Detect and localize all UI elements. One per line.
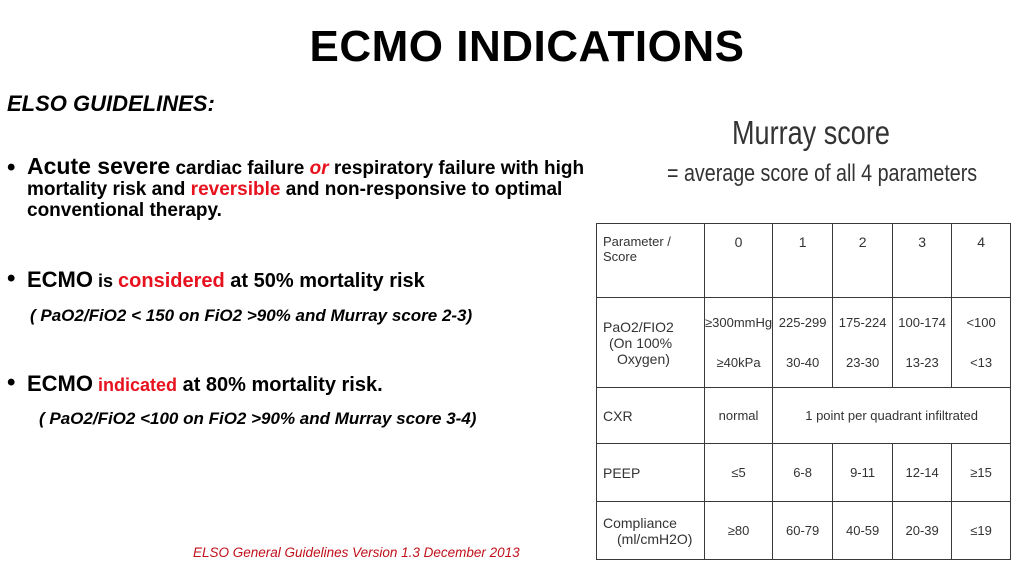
cell-value: ≥40kPa: [716, 354, 761, 370]
table-cell: 20-39: [892, 501, 953, 560]
table-cell: 40-59: [832, 501, 894, 560]
bullet-text: ECMO: [27, 371, 93, 396]
table-header-cell: 3: [892, 223, 953, 298]
row-label-line: (ml/cmH2O): [617, 530, 693, 547]
bullet-emphasis: indicated: [93, 375, 178, 395]
table-cell: 9-11: [832, 443, 894, 502]
bullet-emphasis: reversible: [190, 179, 281, 200]
bullet-subnote: ( PaO2/FiO2 < 150 on FiO2 >90% and Murra…: [30, 306, 473, 325]
cell-value: 100-174: [898, 314, 946, 330]
bullet-item: • ECMO indicated at 80% mortality risk.: [7, 371, 592, 397]
cell-value: <100: [966, 314, 996, 330]
bullet-list: • Acute severe cardiac failure or respir…: [7, 153, 592, 429]
bullet-text: and non-responsive to optimal convention…: [27, 179, 563, 221]
table-cell: 12-14: [892, 443, 953, 502]
bullet-text: Acute severe: [27, 153, 171, 179]
row-label-line: (On 100%: [609, 334, 673, 351]
bullet-dot-icon: •: [7, 265, 16, 292]
table-cell: ≤5: [703, 443, 774, 502]
slide-title: ECMO INDICATIONS: [309, 22, 745, 71]
bullet-text: at 50% mortality risk: [224, 270, 425, 292]
bullet-text: at 80% mortality risk.: [177, 374, 383, 396]
table-cell: 225-299 30-40: [772, 297, 834, 388]
bullet-item: • Acute severe cardiac failure or respir…: [7, 153, 592, 222]
citation-footer: ELSO General Guidelines Version 1.3 Dece…: [193, 545, 520, 560]
cell-value: ≥300mmHg: [705, 314, 773, 330]
row-label-line: Oxygen): [617, 350, 670, 367]
table-header-cell: Parameter / Score: [596, 223, 705, 298]
table-row: CXR normal 1 point per quadrant infiltra…: [596, 387, 1012, 444]
bullet-subnote: ( PaO2/FiO2 <100 on FiO2 >90% and Murray…: [39, 409, 477, 428]
cell-value: 30-40: [785, 354, 820, 370]
bullet-text: respiratory failure with high mortality …: [27, 158, 585, 200]
table-cell: 60-79: [772, 501, 834, 560]
row-label-line: Compliance: [603, 514, 677, 531]
table-cell: normal: [703, 387, 774, 444]
row-label-pao2: PaO2/FIO2 (On 100% Oxygen): [596, 297, 705, 388]
murray-score-table: Parameter / Score 0 1 2 3 4 PaO2/FIO2 (O…: [596, 223, 1012, 560]
table-header-cell: 0: [703, 223, 774, 298]
table-cell: 175-224 23-30: [832, 297, 894, 388]
table-cell: 100-174 13-23: [892, 297, 953, 388]
row-label-line: PaO2/FIO2: [603, 318, 674, 335]
cell-value: 23-30: [845, 354, 880, 370]
row-label-compliance: Compliance (ml/cmH2O): [596, 501, 705, 560]
table-cell: ≤19: [951, 501, 1012, 560]
cell-value: 175-224: [838, 314, 887, 330]
table-row: PaO2/FIO2 (On 100% Oxygen) ≥300mmHg ≥40kP…: [596, 297, 1012, 388]
row-label-peep: PEEP: [596, 443, 705, 502]
bullet-dot-icon: •: [7, 369, 16, 396]
bullet-dot-icon: •: [7, 154, 16, 181]
table-cell: ≥80: [703, 501, 774, 560]
table-cell: <100 <13: [951, 297, 1012, 388]
table-header-cell: 2: [832, 223, 894, 298]
table-header-cell: 4: [951, 223, 1012, 298]
table-header-cell: 1: [772, 223, 834, 298]
bullet-text: ECMO: [27, 267, 93, 292]
slide-subtitle: ELSO GUIDELINES:: [7, 91, 215, 116]
bullet-emphasis: considered: [118, 270, 225, 292]
table-row: PEEP ≤5 6-8 9-11 12-14 ≥15: [596, 443, 1012, 502]
table-cell: 6-8: [772, 443, 834, 502]
table-row: Compliance (ml/cmH2O) ≥80 60-79 40-59 20…: [596, 501, 1012, 560]
cell-value: 13-23: [905, 354, 939, 370]
bullet-item: • ECMO is considered at 50% mortality ri…: [7, 267, 592, 293]
cell-value: <13: [970, 354, 993, 370]
row-label-cxr: CXR: [596, 387, 705, 444]
murray-title: Murray score: [732, 114, 890, 151]
bullet-text: cardiac failure: [170, 158, 310, 179]
cell-value: 225-299: [778, 314, 827, 330]
bullet-text: is: [93, 271, 119, 291]
table-header-row: Parameter / Score 0 1 2 3 4: [596, 223, 1012, 298]
bullet-emphasis: or: [309, 158, 329, 179]
table-cell-merged: 1 point per quadrant infiltrated: [772, 387, 1012, 444]
murray-subtitle: = average score of all 4 parameters: [667, 160, 978, 187]
table-cell: ≥300mmHg ≥40kPa: [703, 297, 774, 388]
table-cell: ≥15: [951, 443, 1012, 502]
